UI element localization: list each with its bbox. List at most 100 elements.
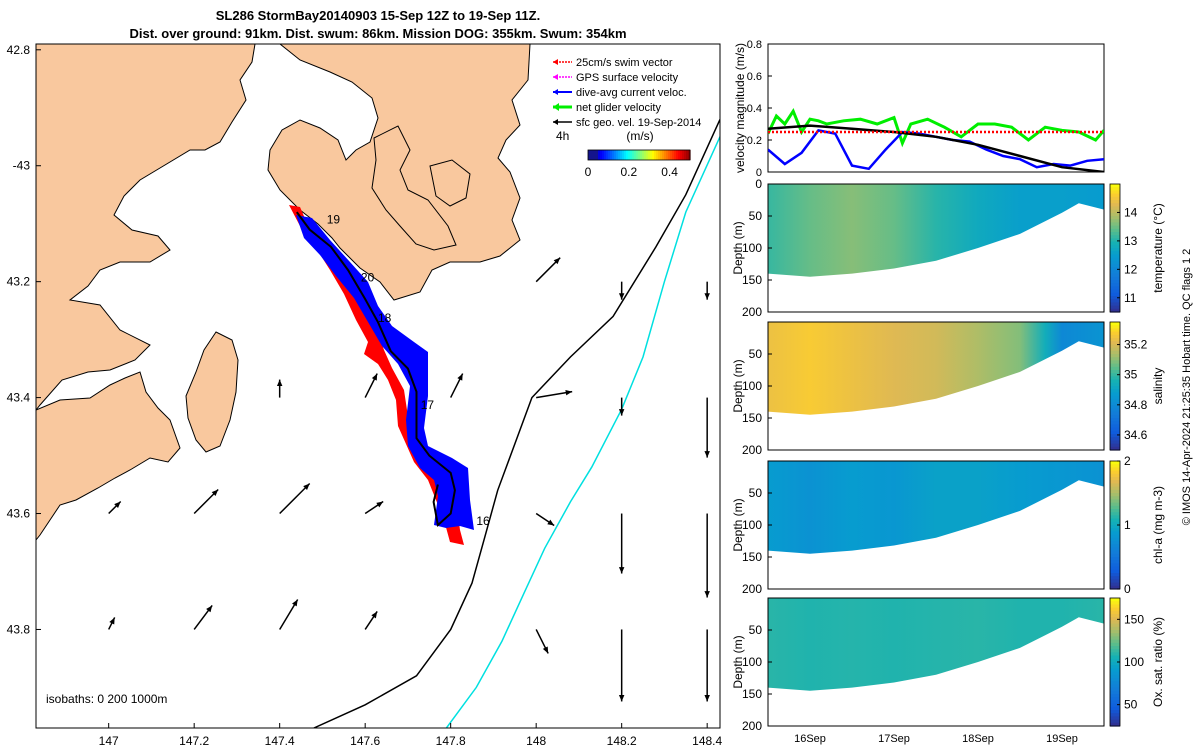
section-colorbar-cell	[1110, 544, 1120, 548]
section-colorbar-cell	[1110, 283, 1120, 287]
section-colorbar-cell	[1110, 386, 1120, 390]
section-colorbar-cell	[1110, 222, 1120, 227]
map-x-tick-label: 147.4	[265, 734, 295, 748]
colorbar-cell	[602, 150, 605, 160]
legend-label-current: dive-avg current veloc.	[576, 87, 687, 99]
section-colorbar-cell	[1110, 509, 1120, 513]
colorbar-cell	[678, 150, 681, 160]
section-colorbar-cell	[1110, 405, 1120, 409]
section-colorbar-cell	[1110, 598, 1120, 602]
map-y-axis: 42.8 -43 43.2 43.4 43.6 43.8	[7, 43, 41, 636]
colorbar-cell	[648, 150, 651, 160]
section-colorbar-cell	[1110, 550, 1120, 555]
current-arrow-head	[211, 489, 219, 497]
section-colorbar-cell	[1110, 470, 1120, 475]
section-colorbar-cell	[1110, 604, 1120, 609]
colorbar-cell	[622, 150, 625, 160]
section-colorbar-cell	[1110, 334, 1120, 339]
section-colorbar-cell	[1110, 655, 1120, 660]
section-colorbar-cell	[1110, 267, 1120, 271]
section-colorbar-cell	[1110, 528, 1120, 532]
chart-title-line1: SL286 StormBay20140903 15-Sep 12Z to 19-…	[216, 8, 540, 23]
section-colorbar-cell	[1110, 646, 1120, 650]
colorbar-cell	[684, 150, 687, 160]
current-arrow-head	[618, 567, 625, 574]
day-label: 19	[327, 213, 341, 227]
day-label: 18	[378, 311, 392, 325]
section-colorbar-label: temperature (°C)	[1151, 203, 1165, 293]
section-ylabel: Depth (m)	[731, 221, 745, 274]
section-colorbar-tick-label: 34.6	[1124, 428, 1148, 442]
colorbar-cell	[668, 150, 671, 160]
colorbar-cell	[672, 150, 675, 160]
section-colorbar-cell	[1110, 703, 1120, 708]
colorbar-cell	[666, 150, 669, 160]
section-colorbar-cell	[1110, 626, 1120, 631]
section-colorbar-cell	[1110, 700, 1120, 705]
section-colorbar-cell	[1110, 363, 1120, 368]
current-arrow	[279, 482, 311, 515]
colorbar-cell	[610, 150, 613, 160]
section-colorbar-label: salinity	[1151, 368, 1165, 405]
section-colorbar-cell	[1110, 499, 1120, 504]
section-colorbar-cell	[1110, 710, 1120, 714]
current-arrow-head	[618, 409, 625, 416]
section-colorbar-cell	[1110, 579, 1120, 584]
section-colorbar-cell	[1110, 719, 1120, 724]
colorbar-cell	[660, 150, 663, 160]
legend-arrow-current	[553, 89, 558, 95]
section-colorbar-cell	[1110, 389, 1120, 393]
section-y-tick-label: 0	[755, 177, 762, 191]
section-fill	[768, 322, 1104, 415]
colorbar-cell	[594, 150, 597, 160]
section-colorbar-tick-label: 34.8	[1124, 398, 1148, 412]
legend-arrow-swim	[553, 59, 558, 65]
section-colorbar-cell	[1110, 196, 1120, 201]
velocity-ylabel: velocity magnitude (m/s)	[733, 43, 747, 173]
section-colorbar-cell	[1110, 531, 1120, 536]
current-arrow-head	[704, 695, 710, 702]
colorbar-cell	[640, 150, 643, 160]
section-colorbar-tick-label: 1	[1124, 518, 1131, 532]
section-colorbar-cell	[1110, 244, 1120, 249]
velocity-frame	[767, 43, 1105, 173]
section-colorbar-cell	[1110, 560, 1120, 564]
section-y-tick-label: 100	[742, 241, 762, 255]
section-colorbar-cell	[1110, 553, 1120, 558]
section-colorbar-cell	[1110, 398, 1120, 403]
colorbar-cell	[686, 150, 689, 160]
section-colorbar-cell	[1110, 251, 1120, 255]
section-colorbar-cell	[1110, 617, 1120, 621]
section-y-tick-label: 100	[742, 518, 762, 532]
section-colorbar-cell	[1110, 427, 1120, 432]
map-y-tick-label: 43.2	[7, 275, 31, 289]
section-colorbar-cell	[1110, 467, 1120, 472]
section-colorbar-cell	[1110, 573, 1120, 577]
current-arrow-head	[704, 451, 710, 458]
section-colorbar-cell	[1110, 489, 1120, 494]
colorbar-cell	[620, 150, 623, 160]
section-colorbar-cell	[1110, 299, 1120, 303]
section-colorbar-cell	[1110, 373, 1120, 377]
colorbar-cell	[604, 150, 607, 160]
colorbar-tick-label: 0.4	[661, 165, 678, 179]
glider-track-layer: 19 20 18 17 16	[289, 205, 490, 545]
section-colorbar-cell	[1110, 662, 1120, 666]
section-colorbar-cell	[1110, 521, 1120, 526]
section-colorbar-cell	[1110, 464, 1120, 468]
section-colorbar-tick-label: 12	[1124, 262, 1138, 276]
chart-title-line2: Dist. over ground: 91km. Dist. swum: 86k…	[129, 26, 626, 41]
section-colorbar-cell	[1110, 440, 1120, 445]
colorbar-cell	[644, 150, 647, 160]
section-y-tick-label: 200	[742, 582, 762, 596]
colorbar-cell	[636, 150, 639, 160]
section-colorbar-cell	[1110, 219, 1120, 223]
section-colorbar-cell	[1110, 206, 1120, 211]
section-colorbar-tick-label: 13	[1124, 234, 1138, 248]
colorbar-cell	[662, 150, 665, 160]
section-colorbar-cell	[1110, 557, 1120, 561]
current-arrow-head	[376, 501, 384, 508]
section-colorbar-cell	[1110, 697, 1120, 701]
colorbar-cell	[624, 150, 627, 160]
day-label: 20	[361, 271, 375, 285]
